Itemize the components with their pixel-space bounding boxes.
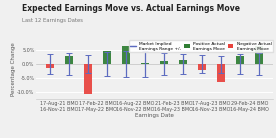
Legend: Market Implied
Earnings Range +/-, Positive Actual
Earnings Move, Negative Actua: Market Implied Earnings Range +/-, Posit… (129, 40, 274, 52)
Bar (236, 56, 244, 64)
Bar (141, 63, 149, 64)
Text: Last 12 Earnings Dates: Last 12 Earnings Dates (22, 18, 83, 23)
Bar (122, 46, 130, 64)
Y-axis label: Percentage Change: Percentage Change (11, 42, 16, 96)
Text: Expected Earnings Move vs. Actual Earnings Move: Expected Earnings Move vs. Actual Earnin… (22, 4, 240, 13)
Bar (65, 56, 73, 64)
Bar (46, 64, 54, 68)
Bar (179, 59, 187, 64)
Bar (103, 51, 111, 64)
Bar (255, 46, 263, 64)
Bar (217, 64, 225, 82)
Bar (198, 64, 206, 70)
Bar (84, 64, 92, 94)
Bar (160, 61, 168, 64)
X-axis label: Earnings Date: Earnings Date (135, 113, 174, 118)
